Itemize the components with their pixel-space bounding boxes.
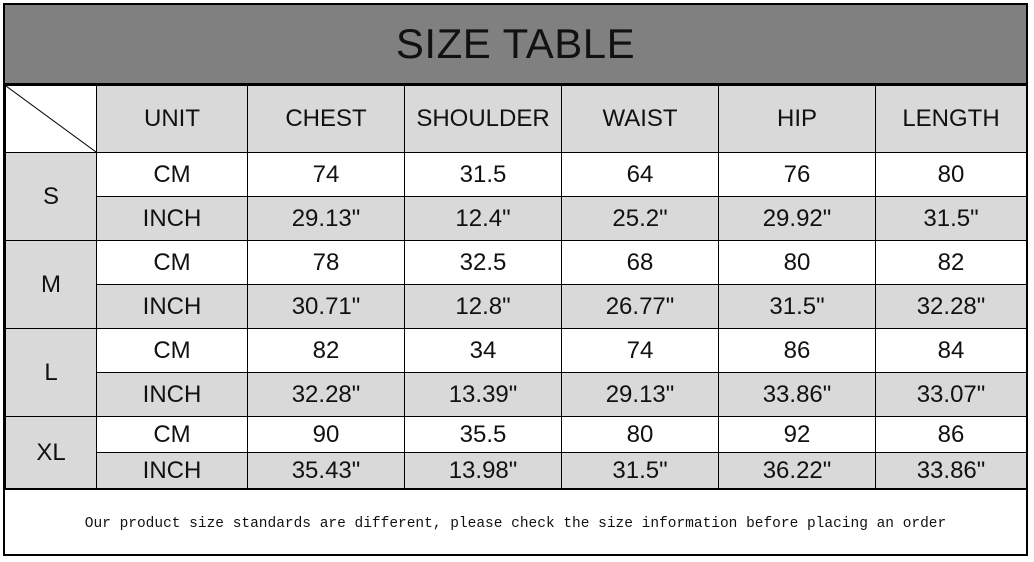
- value-cell-waist: 25.2": [561, 196, 719, 241]
- value-cell-chest: 32.28": [247, 372, 405, 417]
- column-header-waist: WAIST: [561, 85, 719, 153]
- value-cell-shoulder: 13.98": [404, 452, 562, 489]
- value-cell-hip: 80: [718, 240, 876, 285]
- value-cell-waist: 80: [561, 416, 719, 453]
- value-cell-chest: 78: [247, 240, 405, 285]
- size-table: UNIT CHEST SHOULDER WAIST HIP LENGTH S CM 74 31.…: [5, 85, 1027, 489]
- column-header-length: LENGTH: [875, 85, 1027, 153]
- value-cell-length: 84: [875, 328, 1027, 373]
- value-cell-hip: 76: [718, 152, 876, 197]
- unit-cell: CM: [96, 328, 248, 373]
- table-row: INCH 30.71" 12.8" 26.77" 31.5" 32.28": [6, 284, 1027, 329]
- size-table-container: SIZE TABLE UNIT CHEST SHOULDER WAIST HIP LENG…: [3, 3, 1028, 556]
- footer-note: Our product size standards are different…: [5, 489, 1026, 558]
- column-header-shoulder: SHOULDER: [404, 85, 562, 153]
- header-row: UNIT CHEST SHOULDER WAIST HIP LENGTH: [5, 85, 1027, 153]
- value-cell-waist: 26.77": [561, 284, 719, 329]
- diagonal-line-icon: [6, 86, 96, 152]
- value-cell-shoulder: 12.4": [404, 196, 562, 241]
- value-cell-length: 80: [875, 152, 1027, 197]
- size-label: M: [5, 240, 97, 329]
- value-cell-hip: 29.92": [718, 196, 876, 241]
- value-cell-shoulder: 34: [404, 328, 562, 373]
- table-row: INCH 35.43" 13.98" 31.5" 36.22" 33.86": [6, 452, 1027, 489]
- column-header-unit: UNIT: [96, 85, 248, 153]
- unit-cell: CM: [96, 152, 248, 197]
- unit-cell: INCH: [96, 196, 248, 241]
- value-cell-length: 32.28": [875, 284, 1027, 329]
- column-header-hip: HIP: [718, 85, 876, 153]
- value-cell-shoulder: 12.8": [404, 284, 562, 329]
- value-cell-hip: 36.22": [718, 452, 876, 489]
- column-header-chest: CHEST: [247, 85, 405, 153]
- value-cell-length: 33.86": [875, 452, 1027, 489]
- table-row: XL CM 90 35.5 80 92 86: [5, 416, 1027, 489]
- value-cell-shoulder: 35.5: [404, 416, 562, 453]
- value-cell-hip: 33.86": [718, 372, 876, 417]
- table-row: INCH 29.13" 12.4" 25.2" 29.92" 31.5": [6, 196, 1027, 241]
- value-cell-hip: 86: [718, 328, 876, 373]
- corner-cell: [5, 85, 97, 153]
- table-row: M CM 78 32.5 68 80 82: [5, 240, 1027, 329]
- value-cell-waist: 68: [561, 240, 719, 285]
- value-cell-waist: 64: [561, 152, 719, 197]
- unit-cell: INCH: [96, 452, 248, 489]
- value-cell-waist: 74: [561, 328, 719, 373]
- value-cell-shoulder: 32.5: [404, 240, 562, 285]
- table-row: INCH 32.28" 13.39" 29.13" 33.86" 33.07": [6, 372, 1027, 417]
- value-cell-chest: 30.71": [247, 284, 405, 329]
- value-cell-chest: 35.43": [247, 452, 405, 489]
- unit-cell: CM: [96, 240, 248, 285]
- value-cell-chest: 82: [247, 328, 405, 373]
- size-label: L: [5, 328, 97, 417]
- size-label: S: [5, 152, 97, 241]
- value-cell-length: 31.5": [875, 196, 1027, 241]
- unit-cell: CM: [96, 416, 248, 453]
- unit-cell: INCH: [96, 372, 248, 417]
- table-row: L CM 82 34 74 86 84: [5, 328, 1027, 417]
- value-cell-length: 82: [875, 240, 1027, 285]
- value-cell-chest: 29.13": [247, 196, 405, 241]
- value-cell-waist: 31.5": [561, 452, 719, 489]
- value-cell-chest: 90: [247, 416, 405, 453]
- value-cell-shoulder: 31.5: [404, 152, 562, 197]
- table-title: SIZE TABLE: [5, 5, 1026, 85]
- value-cell-shoulder: 13.39": [404, 372, 562, 417]
- value-cell-length: 33.07": [875, 372, 1027, 417]
- value-cell-hip: 31.5": [718, 284, 876, 329]
- unit-cell: INCH: [96, 284, 248, 329]
- table-row: S CM 74 31.5 64 76 80: [5, 152, 1027, 241]
- size-label: XL: [5, 416, 97, 489]
- value-cell-length: 86: [875, 416, 1027, 453]
- value-cell-hip: 92: [718, 416, 876, 453]
- value-cell-chest: 74: [247, 152, 405, 197]
- value-cell-waist: 29.13": [561, 372, 719, 417]
